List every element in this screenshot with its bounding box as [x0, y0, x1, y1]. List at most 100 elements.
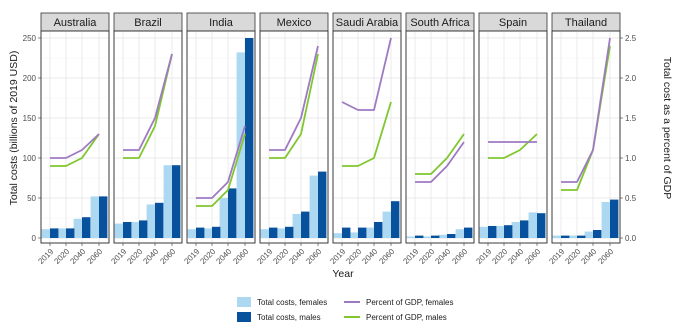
x-tick-label: 2019: [474, 247, 493, 266]
y-tick-label-left: 150: [23, 114, 37, 123]
x-tick-label: 2020: [125, 247, 144, 266]
bar-male-saudi-arabia-2040: [374, 222, 383, 238]
bar-male-saudi-arabia-2060: [391, 201, 400, 238]
bar-male-saudi-arabia-2019: [342, 227, 351, 238]
y-tick-label-right: 2.0: [625, 74, 637, 83]
bar-female-australia-2040: [73, 218, 82, 238]
line-gdp-female-mexico: [269, 45, 319, 151]
x-tick-label: 2060: [450, 247, 469, 266]
line-gdp-male-mexico: [269, 53, 319, 159]
bar-male-australia-2040: [82, 217, 91, 238]
bar-female-south-africa-2040: [438, 234, 447, 238]
bar-male-south-africa-2019: [415, 235, 424, 238]
x-tick-label: 2040: [68, 247, 87, 266]
x-tick-label: 2020: [344, 247, 363, 266]
bar-female-saudi-arabia-2060: [382, 211, 391, 238]
y-tick-label-left: 250: [23, 34, 37, 43]
legend-swatch-male-bar: [237, 312, 251, 322]
line-gdp-female-india: [196, 125, 246, 199]
x-tick-label: 2019: [255, 247, 274, 266]
x-tick-label: 2020: [52, 247, 71, 266]
y-tick-label-left: 200: [23, 74, 37, 83]
bar-male-australia-2060: [99, 196, 108, 238]
panel-border-thailand: [551, 30, 621, 244]
y-tick-label-left: 50: [27, 194, 36, 203]
strip-label-south-africa: South Africa: [410, 17, 470, 29]
panel-border-south-africa: [405, 30, 475, 244]
line-gdp-female-saudi-arabia: [341, 37, 392, 111]
bar-male-brazil-2020: [139, 220, 148, 238]
x-tick-label: 2040: [214, 247, 233, 266]
bar-female-thailand-2019: [552, 235, 561, 238]
bar-female-brazil-2020: [130, 222, 139, 238]
legend-swatch-female-bar: [237, 297, 251, 307]
x-tick-label: 2019: [401, 247, 420, 266]
line-gdp-male-australia: [50, 133, 100, 167]
bar-female-brazil-2019: [114, 223, 123, 238]
y-tick-label-right: 0.5: [625, 194, 637, 203]
y-axis-title-left: Total costs (billions of 2019 USD): [8, 51, 20, 206]
strip-label-mexico: Mexico: [277, 17, 312, 29]
bar-male-spain-2060: [537, 213, 546, 238]
strip-label-thailand: Thailand: [565, 17, 607, 29]
panel-area-saudi-arabia: [332, 30, 402, 244]
bar-female-thailand-2020: [568, 235, 577, 238]
bar-female-australia-2020: [57, 228, 66, 238]
strip-label-australia: Australia: [54, 17, 98, 29]
x-axis-title: Year: [332, 268, 354, 280]
bar-female-india-2040: [219, 198, 228, 238]
bar-female-south-africa-2019: [406, 236, 415, 238]
bar-male-mexico-2019: [269, 227, 278, 238]
bar-female-brazil-2040: [146, 204, 155, 238]
panels-group: Australia2019202020402060Brazil201920202…: [36, 12, 621, 266]
bar-female-india-2019: [187, 229, 196, 238]
bar-male-india-2040: [228, 188, 237, 238]
y-axis-title-right: Total cost as a percent of GDP: [661, 57, 673, 199]
legend-label-male-bar: Total costs, males: [257, 313, 321, 322]
legend: Total costs, females Total costs, males …: [237, 297, 453, 322]
bar-female-saudi-arabia-2040: [365, 227, 374, 238]
line-gdp-female-australia: [50, 133, 100, 159]
bar-female-spain-2040: [511, 222, 520, 238]
bar-male-mexico-2020: [285, 226, 294, 238]
panel-border-brazil: [113, 30, 183, 244]
bar-male-mexico-2040: [301, 211, 310, 238]
x-tick-label: 2020: [271, 247, 290, 266]
x-tick-label: 2040: [579, 247, 598, 266]
bar-male-thailand-2019: [561, 235, 570, 238]
line-gdp-male-south-africa: [415, 133, 465, 175]
bar-female-brazil-2060: [163, 165, 172, 238]
bar-male-spain-2019: [488, 226, 497, 238]
bar-male-india-2020: [212, 226, 221, 238]
bar-male-brazil-2040: [155, 202, 164, 238]
strip-label-spain: Spain: [499, 17, 527, 29]
x-tick-label: 2019: [328, 247, 347, 266]
bar-male-brazil-2060: [172, 165, 181, 238]
legend-label-female-bar: Total costs, females: [257, 298, 327, 307]
bar-female-india-2020: [203, 228, 212, 238]
x-tick-label: 2040: [287, 247, 306, 266]
bar-female-australia-2060: [90, 196, 99, 238]
x-tick-label: 2019: [36, 247, 55, 266]
bar-male-thailand-2020: [577, 235, 586, 238]
bar-female-spain-2019: [479, 226, 488, 238]
bar-male-australia-2019: [50, 228, 59, 238]
bar-male-south-africa-2060: [464, 227, 473, 238]
bar-female-australia-2019: [41, 229, 50, 238]
x-tick-label: 2019: [109, 247, 128, 266]
strip-label-saudi-arabia: Saudi Arabia: [336, 17, 399, 29]
panel-border-spain: [478, 30, 548, 244]
bar-female-spain-2020: [495, 226, 504, 238]
panel-border-mexico: [259, 30, 329, 244]
x-tick-label: 2019: [182, 247, 201, 266]
bar-male-south-africa-2040: [447, 234, 456, 238]
x-tick-label: 2020: [198, 247, 217, 266]
x-tick-label: 2060: [377, 247, 396, 266]
bar-female-thailand-2040: [584, 231, 593, 238]
y-tick-label-right: 1.0: [625, 154, 637, 163]
bar-female-saudi-arabia-2019: [333, 233, 342, 238]
